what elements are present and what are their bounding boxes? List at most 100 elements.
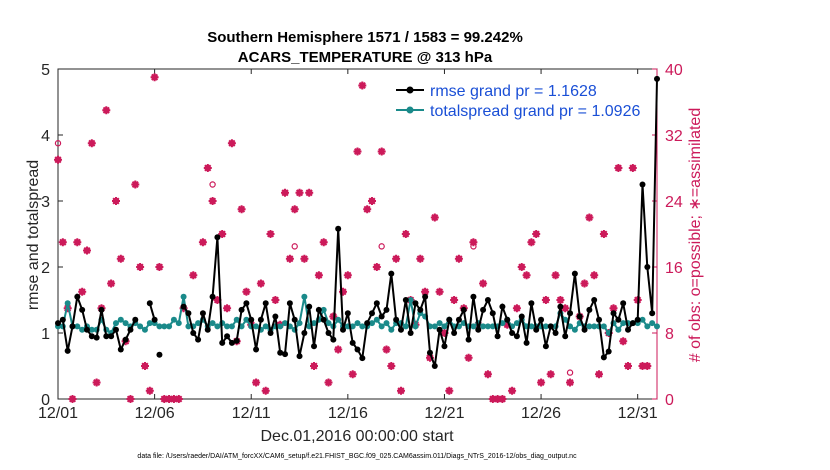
obs-assimilated-point: [440, 329, 449, 337]
obs-assimilated-point: [566, 378, 574, 387]
y-tick-label: 0: [41, 392, 50, 409]
obs-possible-point: [566, 369, 574, 376]
legend-rmse-label: rmse grand pr = 1.1628: [430, 83, 597, 100]
rmse-point: [639, 181, 646, 188]
obs-assimilated-point: [508, 386, 517, 395]
obs-assimilated-point: [242, 287, 251, 296]
obs-assimilated-point: [261, 386, 270, 395]
obs-assimilated-point: [479, 279, 488, 288]
obs-assimilated-point: [372, 263, 381, 271]
rmse-point: [528, 300, 535, 307]
obs-assimilated-point: [532, 230, 541, 238]
legend-rmse-marker: [406, 86, 414, 94]
rmse-point: [436, 326, 443, 333]
obs-assimilated-point: [348, 370, 357, 379]
obs-possible-point: [378, 243, 385, 250]
rmse-point: [460, 306, 467, 313]
totalspread-point: [383, 320, 390, 327]
totalspread-point: [228, 323, 235, 330]
rmse-point: [547, 323, 554, 330]
totalspread-point: [180, 293, 187, 300]
totalspread-point: [470, 323, 477, 330]
rmse-line: [182, 78, 658, 367]
y-right-tick-label: 8: [665, 326, 674, 343]
rmse-point: [441, 343, 448, 350]
obs-assimilated-point: [252, 378, 261, 387]
rmse-point: [513, 333, 520, 340]
rmse-point: [190, 330, 197, 336]
legend: rmse grand pr = 1.1628 totalspread grand…: [396, 83, 640, 120]
obs-assimilated-point: [493, 395, 502, 403]
obs-assimilated-point: [638, 362, 647, 370]
rmse-point: [214, 234, 221, 241]
totalspread-point: [74, 323, 81, 330]
totalspread-point: [513, 320, 520, 327]
rmse-point: [504, 316, 511, 323]
rmse-point: [446, 316, 453, 323]
totalspread-point: [571, 326, 578, 333]
y-right-tick-label: 32: [665, 128, 683, 145]
obs-assimilated-point: [397, 386, 405, 395]
rmse-point: [262, 300, 269, 307]
obs-assimilated-point: [218, 230, 227, 238]
obs-assimilated-point: [401, 230, 410, 238]
rmse-point: [402, 297, 409, 303]
obs-assimilated-point: [213, 296, 222, 304]
obs-assimilated-point: [169, 395, 178, 403]
totalspread-point: [296, 320, 303, 327]
rmse-point: [388, 270, 395, 277]
x-tick-label: 12/16: [328, 405, 368, 422]
obs-assimilated-point: [223, 304, 232, 313]
rmse-point: [257, 316, 264, 323]
totalspread-point: [224, 323, 231, 330]
rmse-point: [151, 316, 158, 323]
rmse-point: [605, 348, 612, 355]
totalspread-point: [402, 323, 409, 330]
rmse-point: [180, 303, 187, 310]
rmse-point: [238, 306, 245, 313]
rmse-point: [431, 363, 438, 369]
totalspread-point: [431, 323, 438, 330]
rmse-point: [542, 343, 549, 350]
rmse-point: [122, 336, 129, 343]
obs-assimilated-point: [556, 296, 565, 304]
rmse-point: [518, 313, 525, 320]
rmse-point: [88, 333, 95, 340]
x-tick-label: 12/26: [521, 405, 561, 422]
rmse-point: [644, 264, 651, 270]
obs-assimilated-point: [310, 362, 318, 370]
rmse-point: [320, 316, 327, 323]
totalspread-point: [214, 323, 221, 330]
rmse-point: [610, 310, 617, 317]
obs-assimilated-point: [368, 197, 376, 205]
obs-assimilated-point: [546, 370, 555, 379]
obs-assimilated-point: [363, 205, 372, 214]
obs-assimilated-point: [537, 378, 546, 387]
obs-assimilated-point: [136, 263, 145, 271]
rmse-point: [253, 346, 260, 353]
rmse-point: [475, 326, 482, 333]
rmse-point: [567, 310, 574, 317]
rmse-point: [591, 297, 598, 303]
obs-assimilated-point: [78, 287, 87, 296]
rmse-point: [64, 347, 71, 354]
obs-assimilated-point: [624, 362, 632, 370]
totalspread-point: [373, 316, 380, 323]
rmse-point: [199, 310, 206, 317]
rmse-point: [204, 326, 211, 333]
obs-assimilated-point: [256, 279, 265, 288]
footer-data-file: data file: /Users/raeder/DAI/ATM_forcXX/…: [137, 453, 577, 460]
rmse-point: [209, 293, 216, 300]
obs-assimilated-point: [290, 205, 299, 214]
totalspread-point: [209, 320, 216, 327]
totalspread-point: [185, 323, 192, 330]
rmse-point: [480, 306, 487, 313]
obs-assimilated-point: [237, 205, 246, 214]
rmse-point: [277, 349, 284, 356]
totalspread-point: [654, 323, 660, 330]
obs-assimilated-point: [580, 279, 589, 288]
obs-assimilated-point: [73, 238, 82, 247]
x-axis-label: Dec.01,2016 00:00:00 start: [260, 428, 454, 445]
obs-assimilated-point: [189, 271, 198, 280]
